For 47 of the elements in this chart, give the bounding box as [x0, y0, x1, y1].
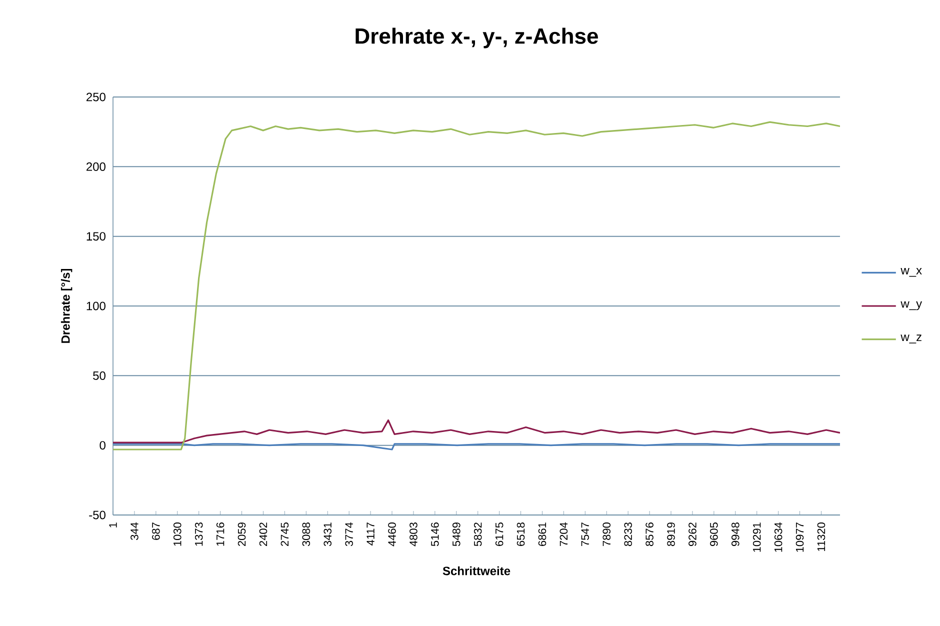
x-tick-label: 4460	[388, 522, 396, 546]
x-tick-label: 4117	[366, 522, 374, 546]
x-tick-label: 2402	[259, 522, 268, 546]
x-tick-label: 4803	[410, 522, 418, 546]
x-tick-label: 3088	[302, 522, 310, 546]
x-tick-label: 1373	[194, 522, 203, 546]
x-tick-label: 9948	[731, 522, 740, 546]
x-tick-label: 8233	[624, 522, 632, 546]
x-tick-label: 10977	[796, 522, 804, 552]
x-tick-label: 8919	[667, 522, 675, 546]
x-tick-label: 10291	[752, 522, 761, 552]
x-tick-label: 5146	[431, 522, 439, 546]
x-tick-label: 2745	[280, 522, 289, 546]
x-tick-label: 6175	[495, 522, 504, 546]
legend-label: w_y	[900, 301, 922, 310]
y-tick-label: 150	[86, 232, 106, 241]
x-tick-label: 687	[152, 522, 160, 540]
x-tick-label: 1	[109, 522, 117, 528]
x-axis-title: Schrittweite	[442, 566, 510, 576]
x-tick-label: 3431	[324, 522, 332, 546]
x-tick-label: 7204	[560, 522, 568, 546]
x-tick-label: 1716	[216, 522, 224, 546]
x-tick-label: 7547	[581, 522, 589, 546]
legend-label: w_z	[900, 334, 922, 344]
x-tick-label: 6518	[516, 522, 525, 546]
x-tick-label: 344	[130, 522, 138, 540]
x-tick-label: 5832	[474, 522, 482, 546]
x-tick-label: 9605	[710, 522, 718, 546]
x-tick-label: 1030	[173, 522, 182, 546]
y-tick-label: 250	[86, 92, 106, 102]
x-tick-label: 8576	[646, 522, 654, 546]
x-tick-label: 9262	[688, 522, 696, 546]
y-axis-title: Drehrate [°/s]	[60, 268, 72, 343]
x-tick-label: 6861	[538, 522, 546, 546]
x-tick-label: 5489	[452, 522, 460, 546]
x-tick-label: 2059	[238, 522, 246, 546]
x-tick-label: 10634	[774, 522, 782, 552]
y-tick-label: 0	[100, 441, 106, 450]
chart-title: Drehrate x-, y-, z-Achse	[356, 28, 598, 48]
y-tick-label: -50	[89, 510, 106, 520]
x-tick-label: 3774	[345, 522, 353, 546]
y-tick-label: 50	[93, 371, 106, 380]
y-tick-label: 200	[86, 162, 106, 171]
y-tick-label: 100	[86, 302, 106, 310]
x-tick-label: 7890	[602, 522, 611, 546]
legend-label: w_x	[900, 268, 922, 277]
x-tick-label: 11320	[817, 522, 826, 551]
